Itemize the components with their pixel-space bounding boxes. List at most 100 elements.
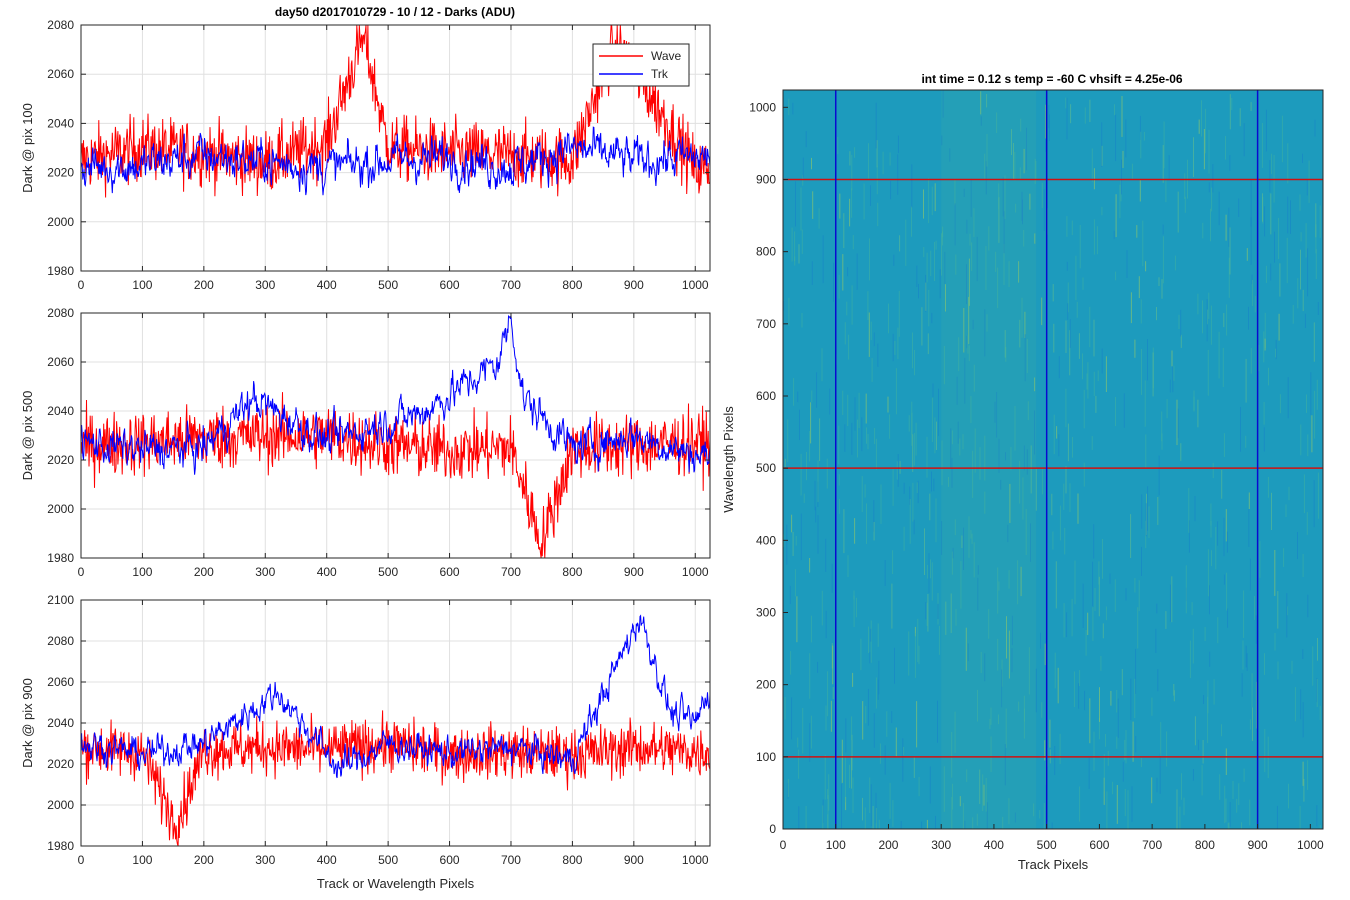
x-tick-label: 200 bbox=[878, 838, 898, 852]
y-tick-label: 2040 bbox=[47, 116, 74, 130]
heatmap-streak bbox=[1023, 445, 1025, 471]
axes-frame bbox=[80, 312, 711, 559]
heatmap-streak bbox=[895, 727, 897, 758]
heatmap-streak bbox=[1306, 512, 1308, 535]
heatmap-streak bbox=[954, 178, 956, 206]
heatmap-streak bbox=[1005, 347, 1007, 362]
heatmap-streak bbox=[1141, 349, 1142, 395]
heatmap-streak bbox=[924, 528, 925, 575]
heatmap-streak bbox=[841, 739, 843, 783]
heatmap-streak bbox=[1228, 207, 1230, 247]
heatmap-streak bbox=[1157, 669, 1159, 692]
heatmap-streak bbox=[1245, 645, 1247, 668]
heatmap-streak bbox=[966, 335, 968, 349]
heatmap-streak bbox=[974, 428, 976, 473]
heatmap-streak bbox=[1308, 160, 1310, 203]
heatmap-streak bbox=[857, 419, 858, 458]
heatmap-streak bbox=[1275, 339, 1277, 360]
heatmap-streak bbox=[1306, 394, 1307, 413]
heatmap-streak bbox=[1210, 208, 1211, 242]
heatmap-streak bbox=[1307, 760, 1309, 790]
heatmap-streak bbox=[810, 402, 812, 444]
heatmap-streak bbox=[1201, 765, 1203, 796]
heatmap-streak bbox=[811, 390, 813, 403]
heatmap-streak bbox=[1252, 707, 1253, 741]
heatmap-streak bbox=[1058, 356, 1060, 379]
heatmap-streak bbox=[1229, 802, 1231, 827]
heatmap-streak bbox=[1302, 153, 1303, 163]
x-tick-label: 500 bbox=[378, 565, 398, 579]
heatmap-streak bbox=[1014, 406, 1016, 451]
heatmap-streak bbox=[788, 297, 790, 326]
heatmap-streak bbox=[1184, 173, 1186, 199]
heatmap-streak bbox=[1022, 477, 1024, 520]
heatmap-streak bbox=[998, 197, 1000, 243]
heatmap-streak bbox=[995, 251, 997, 272]
heatmap-streak bbox=[796, 596, 798, 643]
heatmap-streak bbox=[825, 538, 827, 572]
heatmap-streak bbox=[980, 651, 982, 674]
heatmap-streak bbox=[845, 718, 847, 753]
heatmap-streak bbox=[1039, 810, 1041, 819]
heatmap-streak bbox=[977, 565, 979, 575]
heatmap-streak bbox=[968, 345, 970, 362]
heatmap-streak bbox=[1169, 379, 1171, 393]
heatmap-streak bbox=[914, 626, 916, 637]
heatmap-streak bbox=[957, 421, 959, 444]
heatmap-streak bbox=[1245, 358, 1247, 403]
heatmap-streak bbox=[938, 388, 939, 437]
heatmap-streak bbox=[968, 258, 970, 306]
heatmap-streak bbox=[1065, 97, 1067, 109]
heatmap-streak bbox=[1024, 334, 1026, 382]
heatmap-streak bbox=[1052, 284, 1054, 302]
heatmap-streak bbox=[1069, 483, 1071, 512]
heatmap-streak bbox=[1134, 339, 1136, 358]
heatmap-streak bbox=[789, 585, 791, 604]
heatmap-streak bbox=[809, 558, 811, 573]
heatmap-streak bbox=[1082, 583, 1084, 628]
heatmap-streak bbox=[986, 314, 988, 332]
heatmap-streak bbox=[1018, 701, 1020, 712]
x-tick-label: 100 bbox=[826, 838, 846, 852]
heatmap-streak bbox=[1238, 198, 1240, 217]
heatmap-streak bbox=[1307, 248, 1309, 297]
heatmap-streak bbox=[1274, 550, 1276, 596]
heatmap-streak bbox=[967, 643, 969, 662]
heatmap-streak bbox=[1026, 127, 1027, 171]
x-tick-label: 500 bbox=[378, 278, 398, 292]
heatmap-streak bbox=[1227, 608, 1229, 628]
heatmap-streak bbox=[1008, 261, 1010, 287]
heatmap-streak bbox=[1251, 274, 1253, 285]
y-tick-label: 2020 bbox=[47, 166, 74, 180]
heatmap-streak bbox=[1134, 678, 1136, 718]
x-tick-label: 900 bbox=[624, 278, 644, 292]
legend-label-wave: Wave bbox=[651, 49, 682, 63]
heatmap-streak bbox=[1177, 408, 1179, 439]
heatmap-streak bbox=[877, 679, 879, 700]
heatmap-streak bbox=[1254, 295, 1256, 313]
heatmap-streak bbox=[1101, 348, 1103, 374]
heatmap-streak bbox=[1249, 799, 1251, 826]
heatmap-streak bbox=[905, 219, 907, 266]
heatmap-streak bbox=[1184, 196, 1186, 213]
heatmap-streak bbox=[1290, 200, 1291, 234]
x-tick-label: 200 bbox=[194, 278, 214, 292]
heatmap-streak bbox=[841, 783, 842, 829]
heatmap-streak bbox=[838, 425, 840, 465]
heatmap-streak bbox=[897, 454, 899, 487]
heatmap-streak bbox=[1101, 145, 1103, 166]
heatmap-streak bbox=[954, 203, 956, 246]
heatmap-streak bbox=[1098, 576, 1100, 617]
heatmap-streak bbox=[1287, 196, 1289, 234]
heatmap-streak bbox=[1245, 435, 1247, 448]
heatmap-streak bbox=[1287, 377, 1289, 419]
heatmap-streak bbox=[1035, 160, 1037, 181]
heatmap-streak bbox=[1008, 570, 1010, 589]
heatmap-streak bbox=[984, 435, 986, 481]
heatmap-streak bbox=[1317, 302, 1319, 315]
heatmap-streak bbox=[1278, 313, 1280, 341]
heatmap-streak bbox=[809, 723, 811, 762]
heatmap-streak bbox=[958, 337, 960, 372]
heatmap-streak bbox=[909, 486, 911, 505]
heatmap-streak bbox=[1025, 509, 1027, 555]
